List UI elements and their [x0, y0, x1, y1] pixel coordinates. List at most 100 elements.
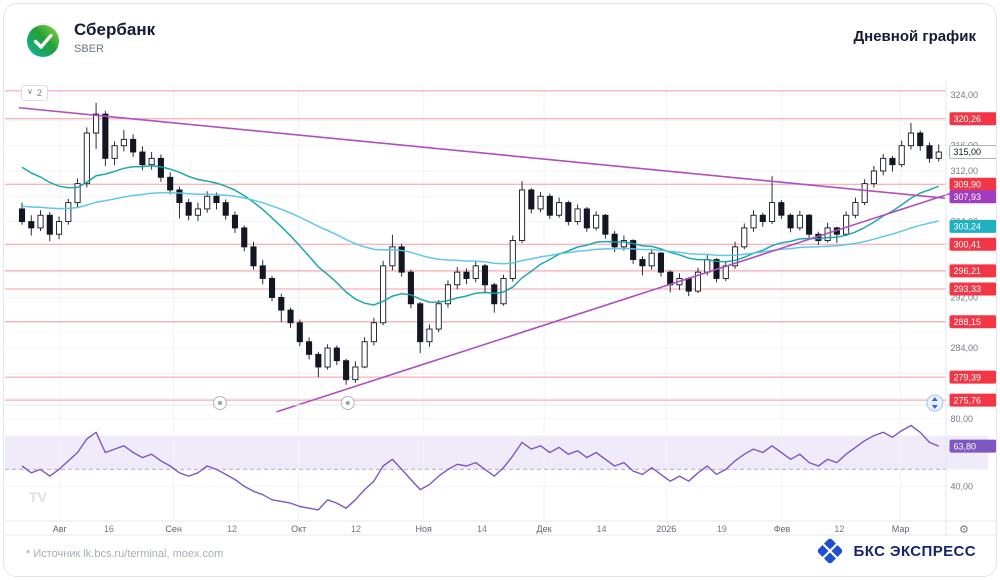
trendline[interactable] [276, 192, 950, 413]
axis-price-badge [949, 237, 996, 251]
settings-gear-icon[interactable]: ⚙ [959, 524, 969, 536]
candle-body [630, 240, 637, 260]
candle-body [759, 214, 766, 223]
rsi-band [5, 435, 988, 470]
candle-body [204, 195, 211, 210]
time-axis-label[interactable]: Фев [774, 524, 791, 534]
candle-body [241, 227, 248, 248]
arrow-up-icon [931, 397, 938, 401]
candle-body [139, 151, 146, 166]
axis-price-badge-label: 275,76 [954, 395, 982, 405]
candle-body [398, 246, 405, 273]
time-axis-label[interactable]: 12 [834, 524, 844, 534]
time-axis-label[interactable]: 12 [351, 524, 361, 534]
axis-price-badge-label: 293,33 [954, 284, 982, 294]
timeframe-title: Дневной график [853, 28, 976, 45]
moving-average-line[interactable] [21, 191, 939, 265]
candle-body [546, 195, 553, 216]
page-title: Сбербанк [74, 20, 156, 39]
time-axis-label[interactable]: 2026 [656, 524, 676, 534]
candle-body [769, 202, 776, 223]
candle-body [130, 138, 137, 153]
candle-body [380, 265, 387, 324]
sber-logo-icon [27, 25, 59, 57]
moving-average-line[interactable] [21, 165, 939, 306]
candle-body [880, 157, 887, 172]
candle-body [37, 214, 44, 229]
time-axis-label[interactable]: Авг [53, 524, 68, 534]
candle-body [917, 132, 924, 147]
candle-body [796, 214, 803, 229]
time-axis-label[interactable]: 14 [596, 524, 606, 534]
candle-body [694, 271, 702, 292]
candle-body [574, 208, 581, 223]
candle-body [102, 113, 109, 159]
candle-body [259, 265, 266, 279]
axis-price-badge [949, 393, 996, 407]
candle-body [65, 202, 72, 223]
candle-body [315, 353, 322, 368]
scroll-to-end-button[interactable] [926, 394, 944, 412]
bks-brand: БКС ЭКСПРЕСС [815, 536, 976, 566]
time-axis-label[interactable]: 14 [477, 524, 487, 534]
price-chart-svg[interactable]: 324,00316,00312,00304,00292,00284,0080,0… [5, 80, 997, 540]
candle-body [352, 366, 359, 381]
candle-body [454, 271, 461, 286]
time-axis-label[interactable]: Окт [291, 524, 306, 534]
axis-price-badge [949, 219, 996, 233]
axis-price-badge-label: 315,00 [954, 147, 982, 157]
axis-price-badge [949, 282, 996, 296]
candle-body [28, 221, 35, 229]
candle-body [194, 208, 201, 216]
candle-body [639, 259, 646, 267]
candle-body [741, 227, 748, 248]
candle-body [213, 195, 220, 204]
candle-body [83, 132, 90, 185]
candle-body [935, 151, 942, 159]
candle-body [537, 195, 544, 210]
candle-body [278, 297, 285, 311]
legend-count: 2 [36, 88, 42, 98]
candle-body [889, 157, 896, 166]
candle-body [417, 303, 424, 343]
candle-body [426, 328, 433, 343]
price-axis-label: 324,00 [951, 90, 979, 100]
candle-body [287, 309, 294, 324]
candle-body [620, 240, 627, 248]
candle-body [704, 259, 711, 273]
candle-body [324, 347, 331, 368]
ticker-label: SBER [74, 43, 104, 55]
legend-collapse-chip[interactable]: ∨ 2 [21, 85, 48, 101]
time-axis-label[interactable]: Сен [165, 524, 182, 534]
event-marker-dot [217, 401, 222, 405]
candle-body [843, 214, 850, 235]
time-axis-label[interactable]: 19 [717, 524, 727, 534]
candle-body [593, 214, 600, 229]
chevron-down-icon: ∨ [27, 87, 33, 96]
time-axis-label[interactable]: 12 [227, 524, 237, 534]
tradingview-watermark: TV [29, 489, 48, 505]
axis-price-badge [949, 145, 996, 159]
price-axis-label: 284,00 [951, 343, 979, 353]
candle-body [685, 278, 692, 292]
candle-body [93, 113, 100, 134]
rsi-line[interactable] [21, 424, 939, 511]
time-axis-label[interactable]: Мар [892, 524, 910, 534]
candle-body [333, 347, 340, 362]
axis-price-badge [949, 439, 996, 453]
rsi-axis-label: 80,00 [951, 414, 974, 424]
candle-body [648, 252, 655, 267]
chart-area[interactable]: 324,00316,00312,00304,00292,00284,0080,0… [5, 80, 997, 540]
time-axis-label[interactable]: Дек [537, 524, 552, 534]
candle-body [389, 246, 396, 267]
axis-price-badge-label: 309,90 [954, 179, 982, 189]
axis-price-badge-label: 307,93 [954, 192, 982, 202]
axis-price-badge [949, 190, 996, 204]
price-axis-label: 312,00 [951, 166, 979, 176]
time-axis-label[interactable]: Ноя [415, 524, 432, 534]
candle-body [176, 189, 183, 204]
candle-body [870, 170, 877, 185]
trendline[interactable] [18, 106, 946, 199]
candle-body [444, 284, 452, 305]
time-axis-label[interactable]: 16 [104, 524, 114, 534]
